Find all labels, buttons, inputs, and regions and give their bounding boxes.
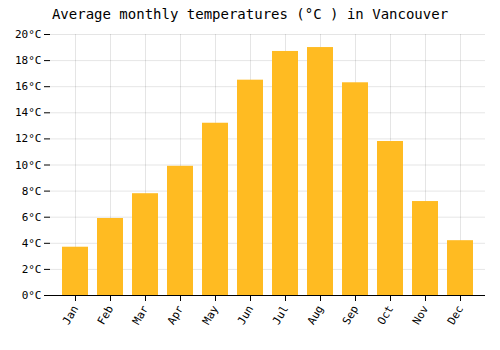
svg-text:0°C: 0°C	[22, 289, 42, 302]
svg-text:18°C: 18°C	[15, 54, 42, 67]
svg-text:Jan: Jan	[60, 303, 81, 327]
svg-text:10°C: 10°C	[15, 159, 42, 172]
svg-text:2°C: 2°C	[22, 263, 42, 276]
svg-text:14°C: 14°C	[15, 106, 42, 119]
svg-text:16°C: 16°C	[15, 80, 42, 93]
svg-text:20°C: 20°C	[15, 28, 42, 41]
svg-text:4°C: 4°C	[22, 237, 42, 250]
svg-text:Feb: Feb	[95, 303, 116, 327]
svg-text:8°C: 8°C	[22, 185, 42, 198]
svg-text:May: May	[200, 303, 221, 327]
svg-text:Apr: Apr	[165, 303, 186, 327]
svg-text:Aug: Aug	[305, 303, 326, 327]
html-text:Average monthly temperatures (: Average monthly temperatures (°C ) in Va…	[51, 6, 449, 22]
svg-text:12°C: 12°C	[15, 132, 42, 145]
svg-text:Jun: Jun	[235, 303, 256, 327]
svg-text:Jul: Jul	[270, 303, 291, 327]
svg-text:6°C: 6°C	[22, 211, 42, 224]
svg-text:Sep: Sep	[340, 303, 361, 327]
svg-text:Dec: Dec	[445, 303, 466, 327]
svg-text:Oct: Oct	[375, 303, 396, 327]
svg-text:Nov: Nov	[410, 303, 431, 327]
svg-text:Mar: Mar	[130, 303, 151, 327]
